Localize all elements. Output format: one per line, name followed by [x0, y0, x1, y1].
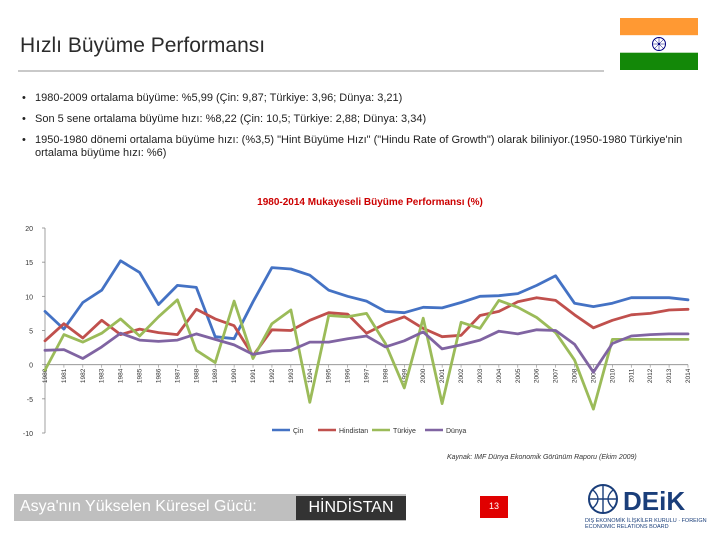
x-tick-label: 2002	[458, 368, 465, 383]
x-tick-label: 2005	[515, 368, 522, 383]
y-tick-label: 20	[25, 226, 33, 233]
x-tick-label: 1994	[307, 368, 314, 383]
x-tick-label: 2006	[534, 368, 541, 383]
x-tick-label: 1991	[250, 368, 257, 383]
x-tick-label: 1983	[99, 368, 106, 383]
y-tick-label: 15	[25, 260, 33, 267]
y-tick-label: -5	[27, 397, 33, 404]
deik-globe-icon	[588, 484, 618, 514]
logo-wordmark: DEiK	[623, 486, 685, 516]
bullet-text: Son 5 sene ortalama büyüme hızı: %8,22 (…	[35, 113, 427, 125]
deik-logo: DEiK	[588, 484, 685, 516]
legend-label: Türkiye	[393, 428, 416, 435]
x-tick-label: 1989	[212, 368, 219, 383]
x-tick-label: 2011	[628, 368, 635, 382]
x-tick-label: 1987	[174, 368, 181, 383]
source-note: Kaynak: IMF Dünya Ekonomik Görünüm Rapor…	[447, 454, 637, 461]
bullet-text: 1980-2009 ortalama büyüme: %5,99 (Çin: 9…	[35, 92, 403, 104]
x-tick-label: 1997	[364, 368, 371, 383]
legend-label: Hindistan	[339, 428, 368, 435]
x-tick-label: 1990	[231, 368, 238, 383]
chart-title: 1980-2014 Mukayeseli Büyüme Performansı …	[257, 197, 483, 208]
bullet-item: • 1950-1980 dönemi ortalama büyüme hızı: …	[22, 134, 702, 160]
legend-label: Çin	[293, 428, 304, 435]
x-tick-label: 1980	[42, 368, 49, 383]
logo-subtext: DIŞ EKONOMİK İLİŞKİLER KURULU · FOREIGN …	[585, 518, 707, 530]
x-tick-label: 2012	[647, 368, 654, 383]
y-tick-label: -10	[23, 431, 33, 438]
x-tick-label: 2009	[590, 368, 597, 383]
growth-chart: 1980-2014 Mukayeseli Büyüme Performansı …	[23, 197, 692, 438]
bullet-item: • Son 5 sene ortalama büyüme hızı: %8,22 …	[22, 113, 702, 126]
x-tick-label: 2014	[685, 368, 692, 383]
bullet-icon: •	[22, 134, 26, 146]
slide-title: Hızlı Büyüme Performansı	[20, 34, 266, 57]
y-tick-label: 0	[29, 363, 33, 370]
x-tick-label: 1995	[326, 368, 333, 383]
india-flag-icon	[620, 18, 698, 70]
bullet-item: • 1980-2009 ortalama büyüme: %5,99 (Çin: …	[22, 92, 702, 105]
x-tick-label: 2001	[439, 368, 446, 383]
x-tick-label: 1998	[382, 368, 389, 383]
bullet-icon: •	[22, 92, 26, 104]
x-tick-label: 1982	[80, 368, 87, 383]
footer-highlight: HİNDİSTAN	[296, 496, 406, 520]
x-tick-label: 2013	[666, 368, 673, 383]
bullet-list: • 1980-2009 ortalama büyüme: %5,99 (Çin: …	[22, 92, 702, 168]
x-tick-label: 1992	[269, 368, 276, 383]
x-tick-label: 1986	[155, 368, 162, 383]
legend-label: Dünya	[446, 428, 466, 435]
x-tick-label: 2004	[496, 368, 503, 383]
x-tick-label: 1993	[288, 368, 295, 383]
series-line	[43, 296, 690, 358]
y-tick-label: 5	[29, 329, 33, 336]
x-tick-label: 2007	[553, 368, 560, 383]
x-tick-label: 1984	[118, 368, 125, 383]
title-divider	[18, 70, 604, 72]
x-tick-label: 1985	[137, 368, 144, 383]
x-tick-label: 1988	[193, 368, 200, 383]
series-line	[43, 328, 690, 374]
x-tick-label: 2010	[609, 368, 616, 383]
x-tick-label: 2008	[572, 368, 579, 383]
x-tick-label: 1981	[61, 368, 68, 383]
bullet-text: 1950-1980 dönemi ortalama büyüme hızı: (…	[35, 134, 683, 159]
y-tick-label: 10	[25, 294, 33, 301]
x-tick-label: 1996	[345, 368, 352, 383]
x-tick-label: 2003	[477, 368, 484, 383]
footer-text: Asya'nın Yükselen Küresel Gücü:	[20, 498, 257, 515]
series-line	[43, 259, 690, 341]
x-tick-label: 1999	[401, 368, 408, 383]
page-number: 13	[480, 496, 508, 518]
bullet-icon: •	[22, 113, 26, 125]
series-line	[43, 298, 690, 411]
x-tick-label: 2000	[420, 368, 427, 383]
